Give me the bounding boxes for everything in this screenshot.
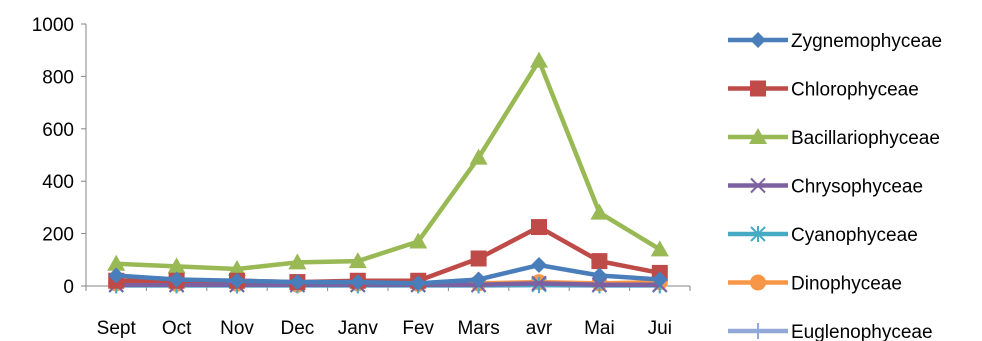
- y-tick-label: 400: [42, 172, 74, 193]
- legend-marker: [750, 177, 766, 194]
- y-tick-label: 800: [42, 67, 74, 88]
- x-axis: Sept Oct Nov Dec Janv Fev Mars avr Mai Jui: [85, 285, 691, 339]
- x-tick-label: Nov: [220, 318, 254, 339]
- data-point-bacillariophyceae: [288, 253, 307, 270]
- data-point-chlorophyceae: [470, 250, 487, 267]
- y-tick-label: 0: [63, 277, 74, 298]
- x-tick-label: Oct: [162, 318, 192, 339]
- data-point-bacillariophyceae: [107, 254, 126, 271]
- x-tick-label: avr: [526, 318, 553, 339]
- data-point-bacillariophyceae: [228, 259, 246, 276]
- data-point-zygnemophyceae: [349, 274, 366, 291]
- series-line-bacillariophyceae: [113, 58, 663, 272]
- series-bacillariophyceae: [107, 51, 669, 276]
- data-point-chrysophyceae: [531, 275, 547, 292]
- x-tick-label: Janv: [338, 318, 379, 339]
- data-point-zygnemophyceae: [591, 267, 608, 284]
- data-point-zygnemophyceae: [531, 257, 547, 274]
- data-point-zygnemophyceae: [289, 274, 306, 291]
- legend-item-cyanophyceae: Cyanophyceae: [728, 225, 918, 246]
- legend-label: Bacillariophyceae: [791, 128, 940, 149]
- data-point-zygnemophyceae: [229, 272, 245, 289]
- x-tick-label: Fev: [402, 318, 434, 339]
- data-point-zygnemophyceae: [108, 267, 125, 284]
- data-point-bacillariophyceae: [650, 240, 669, 257]
- legend-label: Cyanophyceae: [791, 225, 918, 246]
- x-tick-label: Mars: [457, 318, 499, 339]
- legend-marker: [750, 226, 766, 242]
- data-point-zygnemophyceae: [410, 275, 427, 292]
- data-point-bacillariophyceae: [590, 203, 609, 220]
- plot-area: [107, 51, 669, 294]
- data-point-chrysophyceae: [591, 276, 608, 293]
- x-tick-label: Dec: [281, 318, 315, 339]
- data-point-bacillariophyceae: [530, 51, 548, 68]
- y-axis: 0 200 400 600 800 1000: [32, 15, 87, 298]
- data-point-bacillariophyceae: [348, 252, 367, 269]
- data-point-zygnemophyceae: [470, 271, 487, 288]
- legend-marker: [750, 32, 766, 48]
- data-point-bacillariophyceae: [469, 148, 488, 165]
- legend-label: Chlorophyceae: [791, 80, 919, 101]
- legend-label: Dinophyceae: [791, 274, 902, 295]
- x-tick-label: Sept: [97, 318, 137, 339]
- y-tick-label: 600: [42, 120, 74, 141]
- series-zygnemophyceae: [108, 257, 668, 292]
- legend-item-dinophyceae: Dinophyceae: [728, 274, 902, 295]
- series-line-zygnemophyceae: [113, 262, 663, 286]
- y-tick-label: 1000: [32, 15, 74, 36]
- data-point-zygnemophyceae: [651, 271, 668, 288]
- legend-item-chlorophyceae: Chlorophyceae: [728, 80, 919, 101]
- legend-item-bacillariophyceae: Bacillariophyceae: [728, 128, 940, 149]
- data-point-chlorophyceae: [531, 219, 547, 236]
- x-tick-label: Jui: [648, 318, 672, 339]
- data-point-bacillariophyceae: [409, 232, 428, 249]
- data-point-bacillariophyceae: [167, 257, 186, 274]
- legend-marker: [749, 128, 767, 144]
- x-tick-label: Mai: [584, 318, 615, 339]
- data-point-zygnemophyceae: [168, 271, 185, 288]
- y-tick-label: 200: [42, 225, 74, 246]
- legend-item-euglenophyceae: Euglenophyceae: [728, 322, 933, 341]
- legend-marker: [750, 80, 766, 97]
- legend-item-zygnemophyceae: Zygnemophyceae: [728, 31, 942, 52]
- legend-marker: [750, 274, 766, 291]
- legend-label: Euglenophyceae: [791, 322, 933, 341]
- legend-marker: [750, 323, 766, 339]
- legend: Zygnemophyceae Chlorophyceae Bacillariophy…: [728, 31, 942, 341]
- legend-label: Chrysophyceae: [791, 177, 923, 198]
- legend-item-chrysophyceae: Chrysophyceae: [728, 177, 923, 198]
- data-point-chlorophyceae: [591, 253, 608, 270]
- legend-label: Zygnemophyceae: [791, 31, 942, 52]
